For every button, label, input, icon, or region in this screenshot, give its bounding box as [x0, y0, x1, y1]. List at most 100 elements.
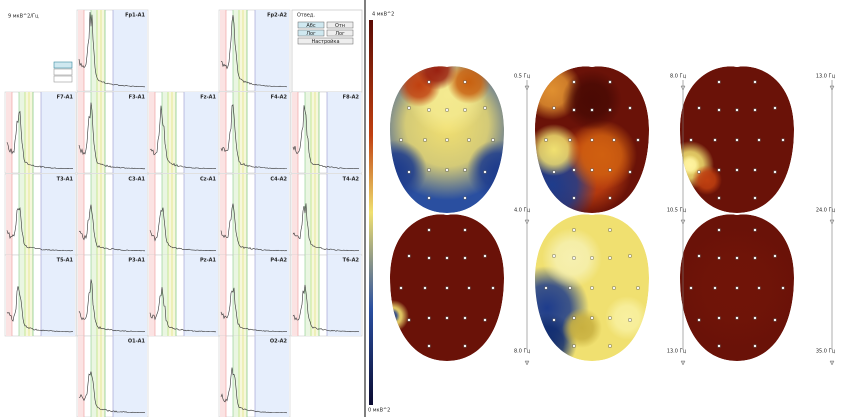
electrode	[464, 345, 467, 348]
frequency-label: 24.0 Гц	[816, 208, 836, 214]
electrode	[573, 345, 576, 348]
electrode	[408, 255, 411, 258]
electrode	[782, 287, 785, 290]
electrode	[754, 345, 757, 348]
frequency-label: 13.0 Гц	[667, 349, 687, 355]
electrode	[424, 287, 427, 290]
electrode	[591, 317, 594, 320]
band-delta	[220, 336, 226, 417]
electrode	[718, 345, 721, 348]
electrode	[446, 257, 449, 260]
electrode	[446, 317, 449, 320]
electrode	[468, 287, 471, 290]
electrode	[428, 197, 431, 200]
controls-label: Отвед.	[297, 13, 315, 19]
band-theta	[233, 174, 239, 255]
spectrum-cell: O1-A1	[77, 336, 148, 417]
band-beta	[41, 174, 75, 255]
electrode	[569, 139, 572, 142]
band-beta	[113, 92, 147, 173]
electrode	[754, 81, 757, 84]
electrode	[464, 317, 467, 320]
electrode	[446, 169, 449, 172]
spectrum-cell: C4-A2	[219, 174, 290, 255]
electrode	[774, 319, 777, 322]
colorbar	[369, 20, 373, 405]
channel-label: O2-A2	[270, 339, 288, 345]
electrode	[424, 139, 427, 142]
colorbar-max: 4 мкВ^2	[372, 12, 394, 18]
spectrum-cell: F7-A1	[5, 92, 76, 173]
electrode	[428, 317, 431, 320]
electrode	[428, 109, 431, 112]
band-beta	[327, 174, 361, 255]
button-label: Настройка	[311, 38, 339, 45]
legend-box[interactable]	[54, 69, 72, 75]
electrode	[464, 169, 467, 172]
spectrum-cell: P4-A2	[219, 255, 290, 336]
electrode	[553, 255, 556, 258]
button-label: Отн	[335, 23, 345, 29]
electrode	[573, 197, 576, 200]
electrode	[629, 319, 632, 322]
band-delta	[6, 255, 12, 336]
band-delta	[78, 174, 84, 255]
band-delta	[78, 10, 84, 91]
channel-label: F7-A1	[57, 95, 74, 101]
band-beta	[113, 255, 147, 336]
electrode	[609, 169, 612, 172]
button-label: Лог	[335, 31, 345, 37]
band-theta	[162, 92, 168, 173]
band-legend	[54, 62, 72, 82]
band-beta	[113, 336, 147, 417]
electrode	[609, 229, 612, 232]
electrode	[609, 345, 612, 348]
channel-label: P4-A2	[270, 258, 287, 264]
band-theta	[162, 174, 168, 255]
band-beta	[184, 255, 218, 336]
spectrum-cell: O2-A2	[219, 336, 290, 417]
band-theta	[19, 92, 25, 173]
electrode	[408, 171, 411, 174]
electrode	[446, 139, 449, 142]
electrode	[613, 287, 616, 290]
band-beta	[184, 174, 218, 255]
electrode	[698, 319, 701, 322]
electrode	[484, 319, 487, 322]
legend-box[interactable]	[54, 62, 72, 68]
band-delta	[220, 255, 226, 336]
spectrum-cell: Fz-A1	[148, 92, 219, 173]
channel-label: T5-A1	[57, 258, 74, 264]
spectrum-cell: T5-A1	[5, 255, 76, 336]
spectrum-cell: Cz-A1	[148, 174, 219, 255]
channel-label: O1-A1	[128, 339, 146, 345]
band-delta	[78, 336, 84, 417]
electrode	[718, 257, 721, 260]
band-theta	[305, 174, 311, 255]
spectrum-cell: T3-A1	[5, 174, 76, 255]
electrode	[464, 109, 467, 112]
electrode	[464, 197, 467, 200]
electrode	[545, 139, 548, 142]
electrode	[718, 317, 721, 320]
legend-box[interactable]	[54, 76, 72, 82]
band-delta	[220, 92, 226, 173]
button-label: Абс	[306, 23, 316, 29]
frequency-label: 8.0 Гц	[514, 349, 531, 355]
electrode	[573, 169, 576, 172]
map-blob	[562, 308, 602, 348]
electrode	[464, 229, 467, 232]
electrode	[754, 229, 757, 232]
frequency-label: 10.5 Гц	[667, 208, 687, 214]
electrode	[484, 255, 487, 258]
electrode	[573, 109, 576, 112]
frequency-label: 4.0 Гц	[514, 208, 531, 214]
channel-label: P3-A1	[128, 258, 145, 264]
band-theta	[91, 92, 97, 173]
electrode	[718, 229, 721, 232]
electrode	[553, 107, 556, 110]
electrode	[464, 257, 467, 260]
electrode	[573, 229, 576, 232]
electrode	[758, 287, 761, 290]
electrode	[492, 287, 495, 290]
